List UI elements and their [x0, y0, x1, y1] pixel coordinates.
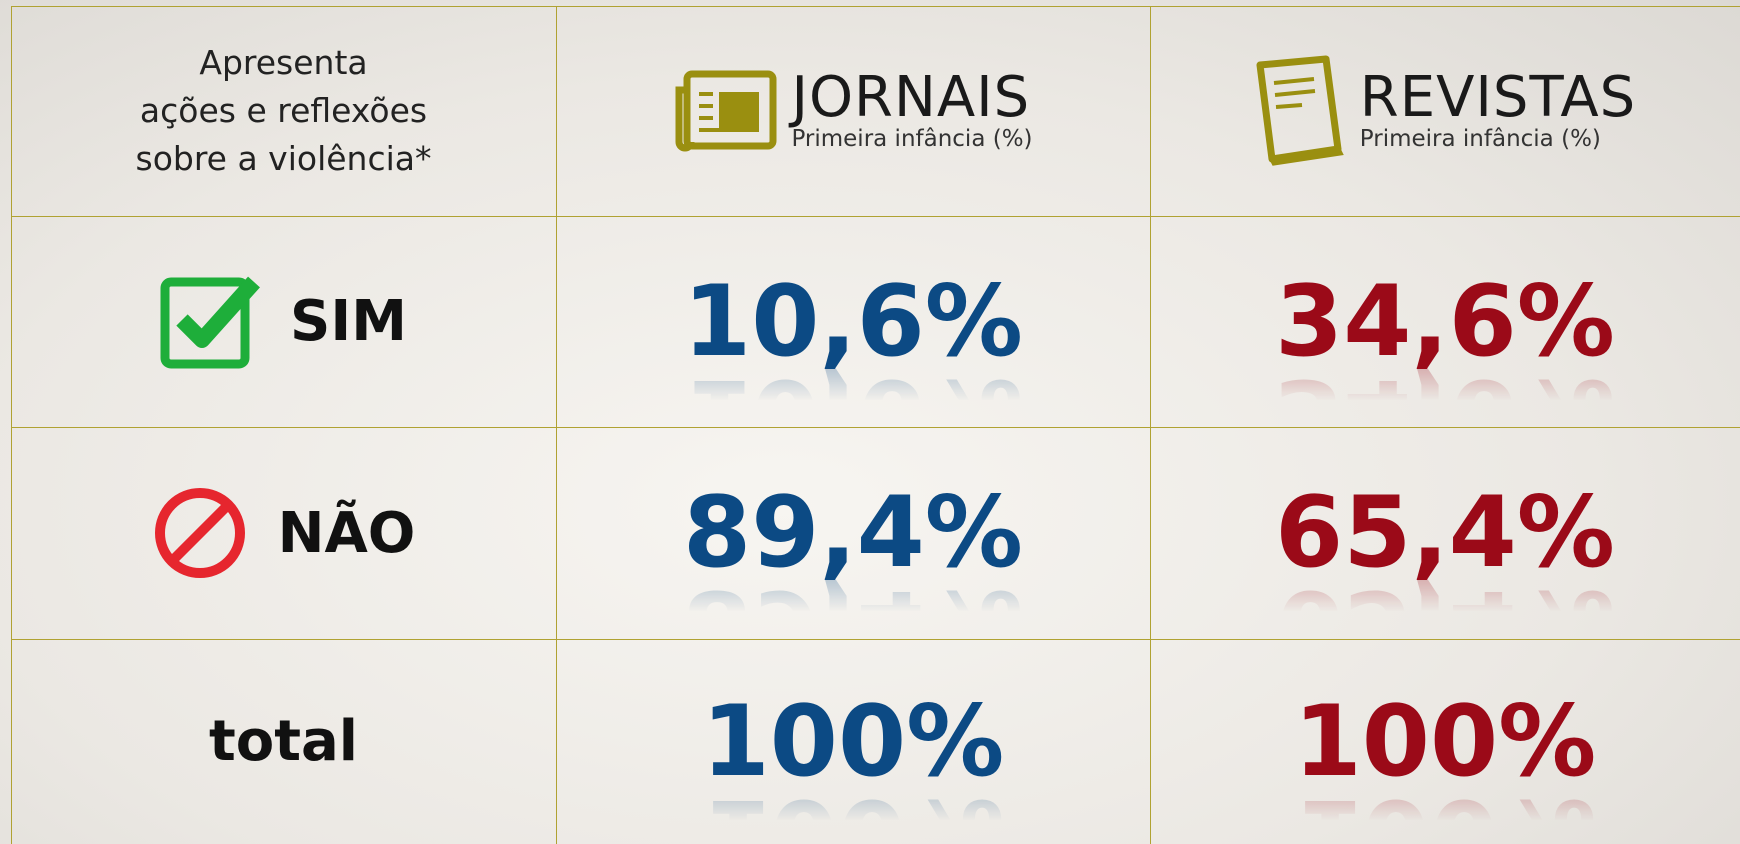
cell: 89,4%: [556, 427, 1150, 639]
value: 10,6%: [683, 264, 1023, 379]
border: [556, 6, 557, 844]
value: 89,4%: [683, 476, 1023, 590]
text: Primeira infância (%): [1359, 126, 1601, 152]
border: [11, 6, 1740, 7]
row-label: NÃO: [11, 427, 556, 639]
text: total: [209, 709, 358, 774]
row-label: total: [11, 639, 556, 844]
row-label: SIM: [11, 216, 556, 427]
border: [11, 216, 1740, 217]
border: [11, 639, 1740, 640]
cell: 100%: [556, 639, 1150, 844]
text: REVISTAS: [1359, 65, 1637, 130]
header-label: Apresenta ações e reflexões sobre a viol…: [11, 6, 556, 216]
text: JORNAIS: [791, 65, 1031, 130]
column-title: JORNAIS Primeira infância (%): [791, 65, 1033, 153]
cell: 10,6%: [556, 216, 1150, 427]
check-icon: [160, 276, 261, 368]
column-header: REVISTAS Primeira infância (%): [1150, 6, 1740, 216]
value: 100%: [701, 684, 1005, 799]
cell: 100%: [1150, 639, 1740, 844]
border: [11, 6, 12, 844]
value: 100%: [1293, 684, 1597, 799]
column-header: JORNAIS Primeira infância (%): [556, 6, 1150, 216]
column-title: REVISTAS Primeira infância (%): [1359, 65, 1637, 153]
text: sobre a violência*: [135, 139, 432, 178]
value: 65,4%: [1275, 476, 1615, 590]
text: Apresenta: [199, 43, 368, 82]
text: Primeira infância (%): [791, 126, 1033, 152]
value: 34,6%: [1275, 264, 1615, 379]
cell: 34,6%: [1150, 216, 1740, 427]
border: [1150, 6, 1151, 844]
text: NÃO: [277, 500, 416, 566]
cell: 65,4%: [1150, 427, 1740, 639]
no-icon: [154, 488, 245, 578]
magazine-icon: [1256, 55, 1344, 166]
text: SIM: [290, 289, 407, 354]
border: [11, 427, 1740, 428]
newspaper-icon: [675, 70, 777, 152]
text: ações e reflexões: [139, 91, 428, 130]
